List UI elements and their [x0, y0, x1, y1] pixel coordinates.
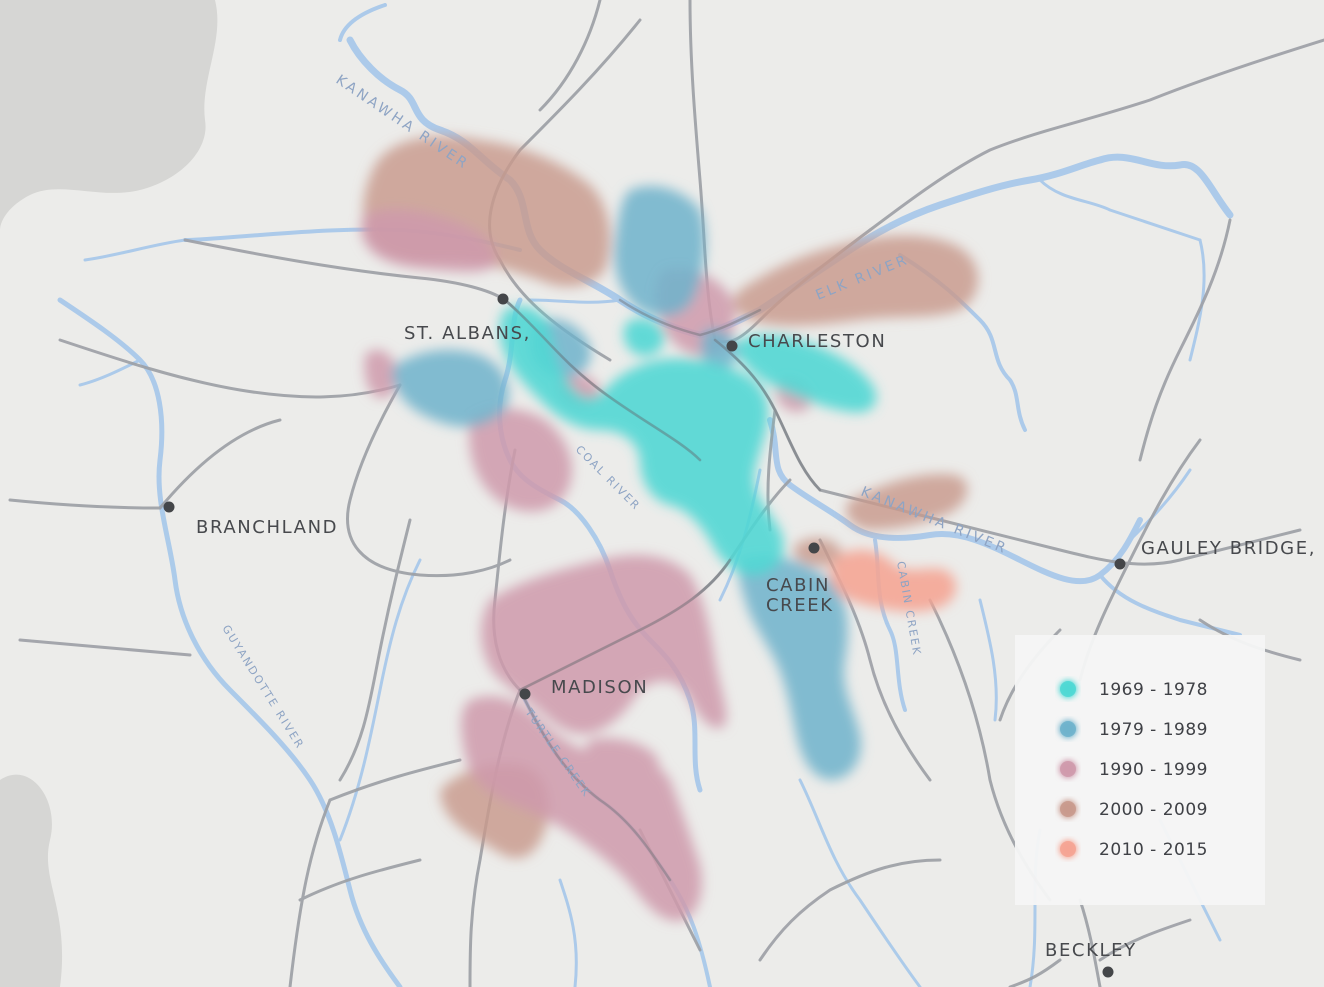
legend-item: 1990 - 1999 [1059, 760, 1208, 780]
city-dot-gauley-bridge[interactable] [1114, 558, 1126, 570]
legend-swatch-core [1060, 681, 1076, 697]
roads-overlay [503, 298, 822, 882]
legend-item: 2010 - 2015 [1059, 840, 1208, 860]
city-label-cabin: CABIN [766, 575, 830, 596]
city-label-branchland: BRANCHLAND [196, 517, 338, 538]
region-1990-1999 [360, 209, 812, 921]
city-dot-cabin-creek[interactable] [808, 542, 820, 554]
legend-label: 2010 - 2015 [1099, 840, 1208, 860]
outside-region-shading [0, 0, 218, 987]
legend-item: 2000 - 2009 [1059, 800, 1208, 820]
legend-label: 1990 - 1999 [1099, 760, 1208, 780]
city-labels: ST. ALBANS, CHARLESTON BRANCHLAND CABIN … [196, 323, 1316, 961]
legend-swatch-core [1060, 761, 1076, 777]
legend-item: 1969 - 1978 [1059, 680, 1208, 700]
city-dot-branchland[interactable] [163, 501, 175, 513]
city-label-beckley: BECKLEY [1045, 940, 1137, 961]
city-dot-st-albans[interactable] [497, 293, 509, 305]
legend-swatch-core [1060, 841, 1076, 857]
region-1969-1978 [499, 306, 877, 576]
city-label-madison: MADISON [551, 677, 648, 698]
legend-item: 1979 - 1989 [1059, 720, 1208, 740]
mining-regions [360, 136, 979, 921]
legend-swatch-core [1060, 801, 1076, 817]
region-2010-2015 [830, 549, 957, 612]
city-dot-charleston[interactable] [726, 340, 738, 352]
legend-label: 1979 - 1989 [1099, 720, 1208, 740]
city-label-creek: CREEK [766, 595, 834, 616]
city-label-st-albans: ST. ALBANS, [404, 323, 531, 344]
city-markers [163, 293, 1126, 978]
city-dot-madison[interactable] [519, 688, 531, 700]
legend-background [1015, 635, 1265, 905]
region-1979-1989 [392, 186, 861, 780]
legend: 1969 - 1978 1979 - 1989 1990 - 1999 2000 - … [1015, 635, 1265, 905]
legend-swatch-core [1060, 721, 1076, 737]
legend-label: 1969 - 1978 [1099, 680, 1208, 700]
legend-label: 2000 - 2009 [1099, 800, 1208, 820]
city-dot-beckley[interactable] [1102, 966, 1114, 978]
city-label-charleston: CHARLESTON [748, 331, 886, 352]
city-label-gauley-bridge: GAULEY BRIDGE, [1141, 538, 1316, 559]
